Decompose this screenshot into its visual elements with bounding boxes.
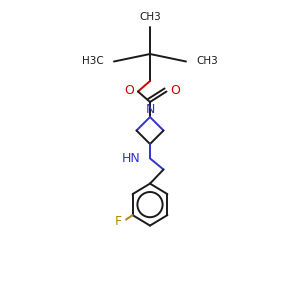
Text: CH3: CH3 xyxy=(196,56,218,67)
Text: H3C: H3C xyxy=(82,56,104,67)
Text: O: O xyxy=(170,83,180,97)
Text: O: O xyxy=(124,84,134,98)
Text: N: N xyxy=(145,103,155,116)
Text: CH3: CH3 xyxy=(139,13,161,22)
Text: HN: HN xyxy=(122,152,140,165)
Text: F: F xyxy=(115,214,122,228)
